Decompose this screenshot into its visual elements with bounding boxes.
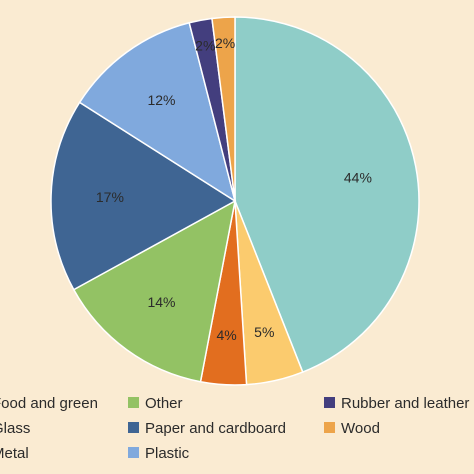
pie-slice-wood xyxy=(211,16,236,202)
legend-entry-metal: Metal xyxy=(0,445,29,462)
slice-label-other: 14% xyxy=(147,294,175,310)
slice-label-paper-and-cardboard: 17% xyxy=(96,189,124,205)
legend-label-other: Other xyxy=(145,395,183,412)
pie-slice-food-and-green xyxy=(234,16,420,374)
slice-label-metal: 4% xyxy=(216,327,236,343)
legend-label-glass: Glass xyxy=(0,420,30,437)
pie-slice-other xyxy=(72,199,237,383)
legend-swatch-wood xyxy=(324,422,335,433)
slice-label-plastic: 12% xyxy=(147,92,175,108)
legend-label-wood: Wood xyxy=(341,420,380,437)
legend-entry-plastic: Plastic xyxy=(128,445,190,462)
legend-label-paper-and-cardboard: Paper and cardboard xyxy=(145,420,286,437)
legend-label-metal: Metal xyxy=(0,445,29,462)
slice-label-food-and-green: 44% xyxy=(344,170,372,186)
pie-slice-plastic xyxy=(78,21,237,203)
legend-entry-paper-and-cardboard: Paper and cardboard xyxy=(128,420,286,437)
legend-label-food-and-green: Food and green xyxy=(0,395,98,412)
legend-entry-food-and-green: Food and green xyxy=(0,395,98,412)
legend-swatch-paper-and-cardboard xyxy=(128,422,139,433)
legend-entry-rubber-and-leather: Rubber and leather xyxy=(324,395,469,412)
pie-slice-paper-and-cardboard xyxy=(50,101,237,291)
legend-swatch-other xyxy=(128,397,139,408)
slice-label-glass: 5% xyxy=(254,324,274,340)
slice-label-wood: 2% xyxy=(215,35,235,51)
legend-entry-other: Other xyxy=(128,395,183,412)
pie-slice-labels: 44% 5% 4% 14% 17% 12% 2% 2% xyxy=(96,35,372,343)
legend-swatch-plastic xyxy=(128,447,139,458)
pie-slices xyxy=(50,16,420,386)
legend-swatch-rubber-and-leather xyxy=(324,397,335,408)
slice-label-rubber-and-leather: 2% xyxy=(195,38,215,54)
legend: Food and green Other Rubber and leather Gla… xyxy=(0,395,469,462)
legend-label-plastic: Plastic xyxy=(145,445,190,462)
legend-label-rubber-and-leather: Rubber and leather xyxy=(341,395,469,412)
legend-entry-wood: Wood xyxy=(324,420,380,437)
legend-entry-glass: Glass xyxy=(0,420,30,437)
